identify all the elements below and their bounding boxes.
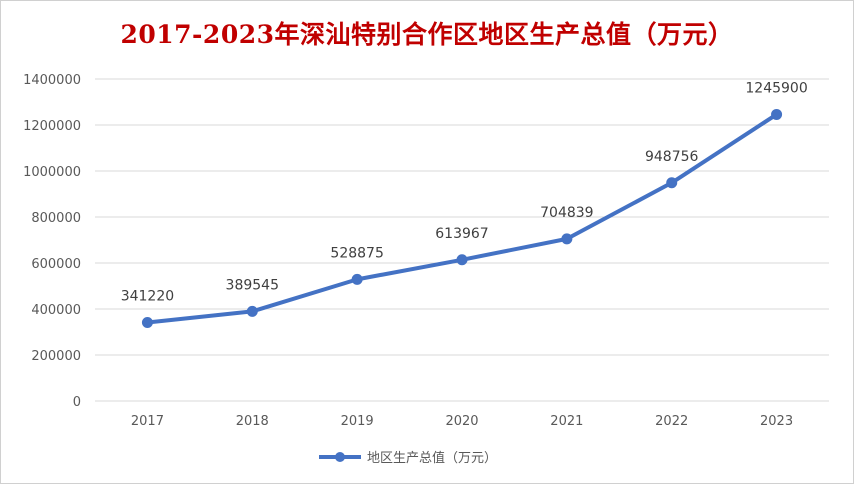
x-tick-label: 2020 <box>445 414 478 429</box>
x-tick-label: 2023 <box>760 414 793 429</box>
legend-label: 地区生产总值（万元） <box>367 450 497 466</box>
x-tick-label: 2018 <box>236 414 269 429</box>
y-tick-label: 800000 <box>31 211 81 226</box>
data-label: 948756 <box>645 149 699 165</box>
y-tick-label: 1000000 <box>23 165 81 180</box>
data-point <box>456 254 468 266</box>
data-label: 1245900 <box>745 80 807 96</box>
data-point <box>246 305 258 317</box>
data-point <box>351 273 363 285</box>
y-tick-label: 200000 <box>31 349 81 364</box>
data-label: 341220 <box>121 289 174 305</box>
chart-title: 2017-2023年深汕特别合作区地区生产总值（万元） <box>120 20 734 49</box>
y-tick-label: 1200000 <box>23 119 81 134</box>
data-label: 389545 <box>226 277 279 293</box>
y-tick-label: 600000 <box>31 257 81 272</box>
data-point <box>666 177 678 189</box>
x-tick-label: 2022 <box>655 414 688 429</box>
data-point <box>141 317 153 329</box>
y-tick-label: 1400000 <box>23 73 81 88</box>
data-label: 613967 <box>435 226 488 242</box>
data-label: 528875 <box>330 245 383 261</box>
x-tick-label: 2019 <box>341 414 374 429</box>
data-label: 704839 <box>540 205 593 221</box>
y-tick-label: 400000 <box>31 303 81 318</box>
x-tick-label: 2017 <box>131 414 164 429</box>
legend-marker <box>335 452 345 462</box>
data-point <box>561 233 573 245</box>
y-tick-label: 0 <box>73 395 81 410</box>
data-point <box>771 108 783 120</box>
x-tick-label: 2021 <box>550 414 583 429</box>
